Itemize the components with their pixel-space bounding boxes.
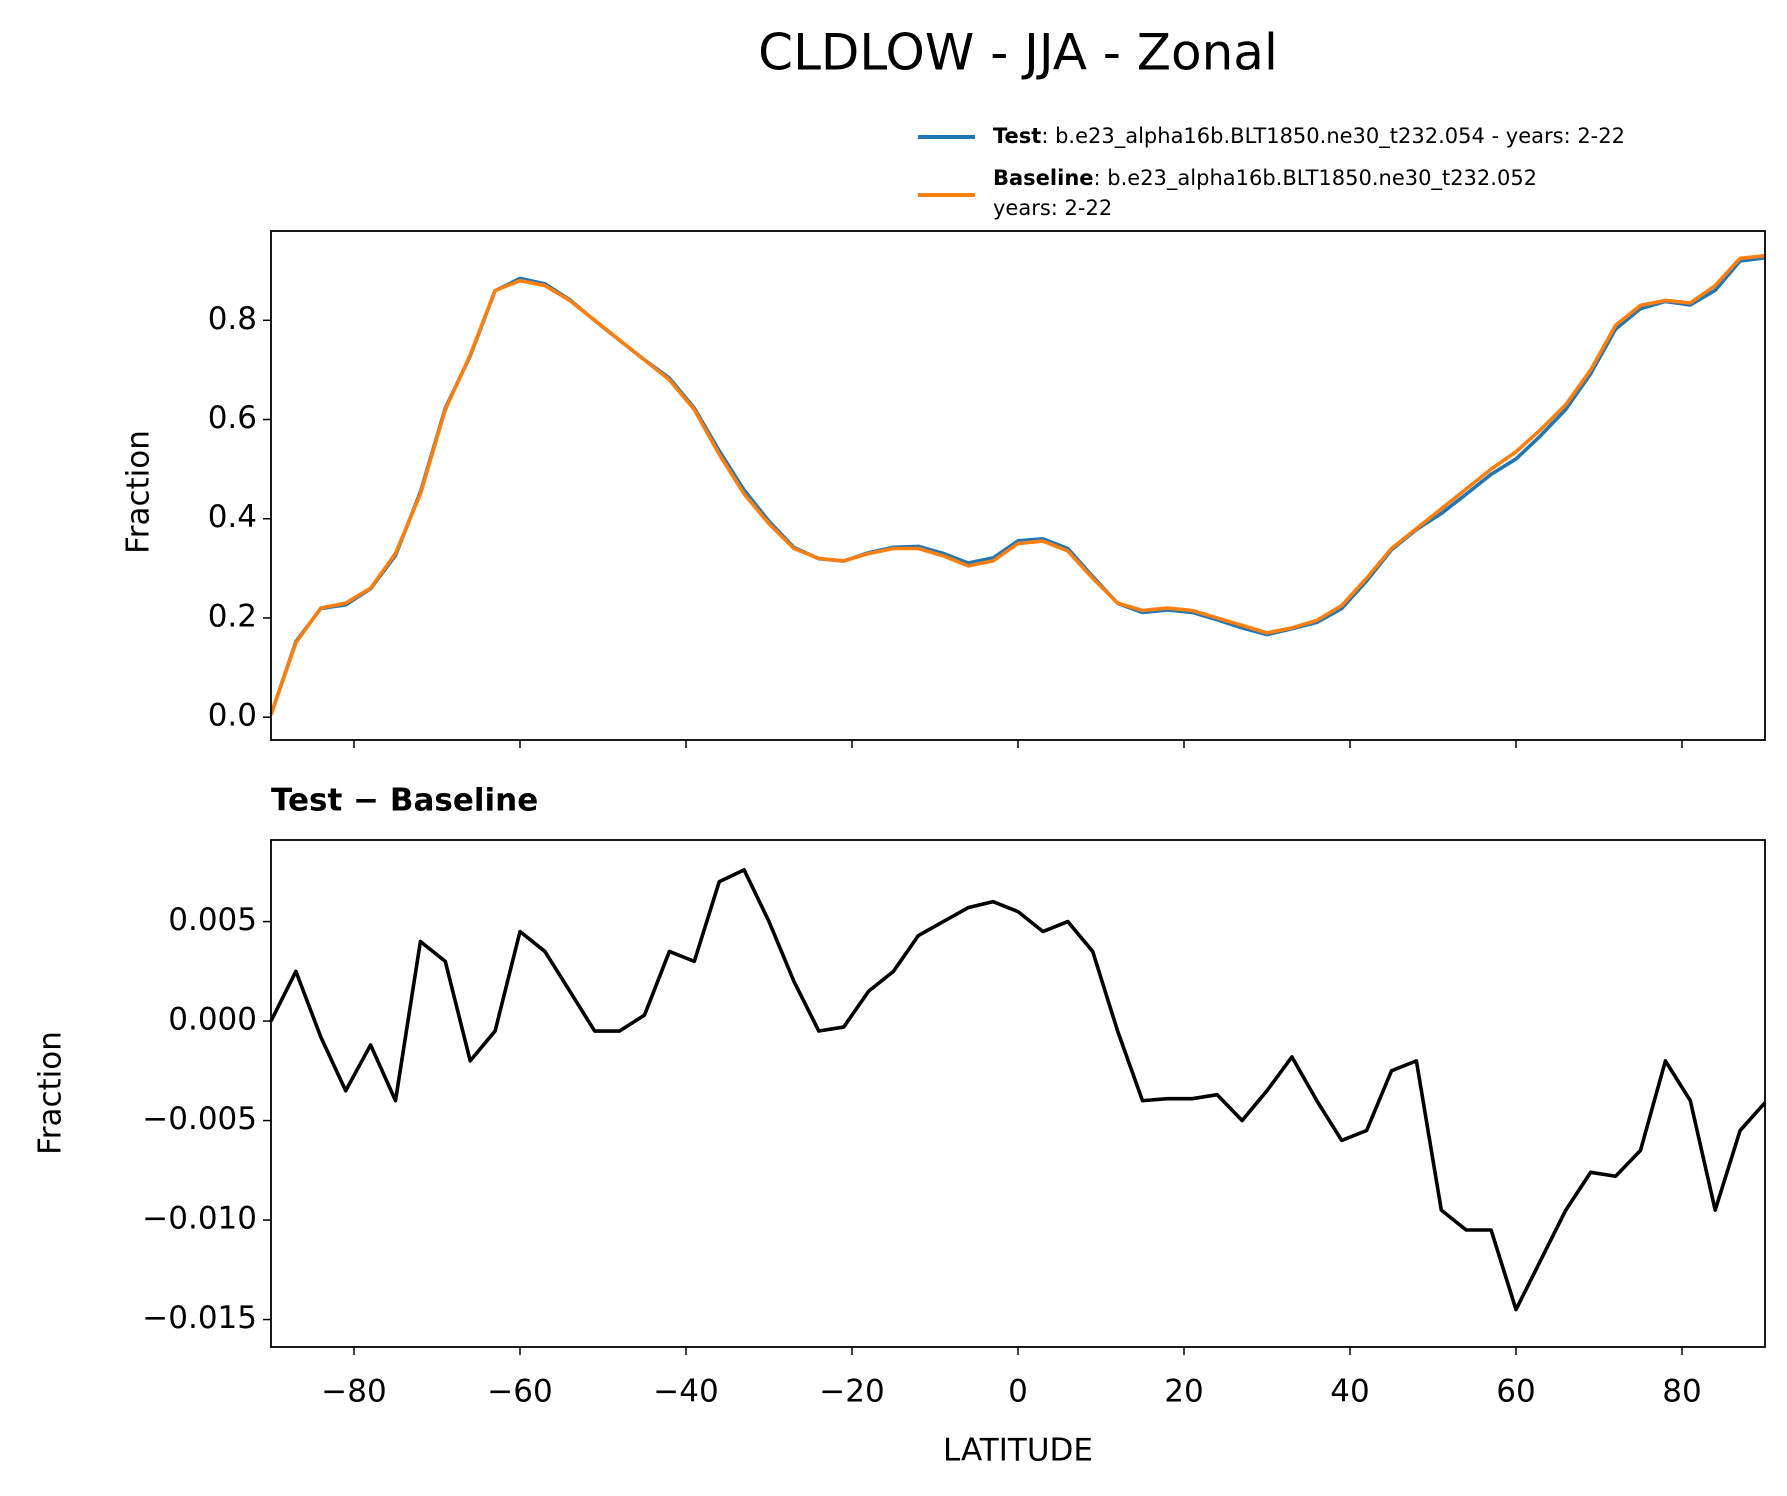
x-tick-label: −20 [819,1374,884,1410]
x-tick-label: 40 [1330,1374,1369,1410]
y-axis-label: Fraction [121,430,157,554]
x-tick-label: −80 [321,1374,386,1410]
y-tick-label: 0.0 [208,698,257,734]
y-tick-label: 0.2 [208,598,257,634]
x-tick-label: −60 [487,1374,552,1410]
data-line [269,868,1767,1312]
y-tick-label: −0.010 [142,1201,257,1237]
y-tick-label: 0.8 [208,301,257,337]
y-tick-label: 0.6 [208,400,257,436]
figure-title: CLDLOW - JJA - Zonal [758,24,1278,82]
x-tick-label: 60 [1496,1374,1535,1410]
legend-name: Test [993,124,1041,148]
x-tick-label: 80 [1662,1374,1701,1410]
legend-name: Baseline [993,166,1094,190]
y-tick-label: 0.005 [168,902,257,938]
legend-case: : b.e23_alpha16b.BLT1850.ne30_t232.052 [1094,166,1538,191]
y-tick-label: −0.005 [142,1101,257,1137]
y-tick-label: −0.015 [142,1300,257,1336]
legend-case: : b.e23_alpha16b.BLT1850.ne30_t232.054 -… [1041,124,1625,149]
y-tick-label: 0.000 [168,1002,257,1038]
legend-years: years: 2-22 [993,196,1112,220]
x-tick-label: −40 [653,1374,718,1410]
y-tick-label: 0.4 [208,499,257,535]
plot-frame [270,839,1766,1348]
x-axis-label: LATITUDE [943,1433,1093,1469]
x-tick-label: 0 [1008,1374,1028,1410]
legend-entry: Baseline: b.e23_alpha16b.BLT1850.ne30_t2… [993,166,1537,191]
plot-frame [270,230,1766,741]
data-line [269,256,1766,716]
x-tick-label: 20 [1164,1374,1203,1410]
legend-entry: Test: b.e23_alpha16b.BLT1850.ne30_t232.0… [993,124,1625,149]
subplot-title: Test − Baseline [271,783,538,819]
data-line [269,254,1766,716]
y-axis-label: Fraction [33,1031,69,1155]
